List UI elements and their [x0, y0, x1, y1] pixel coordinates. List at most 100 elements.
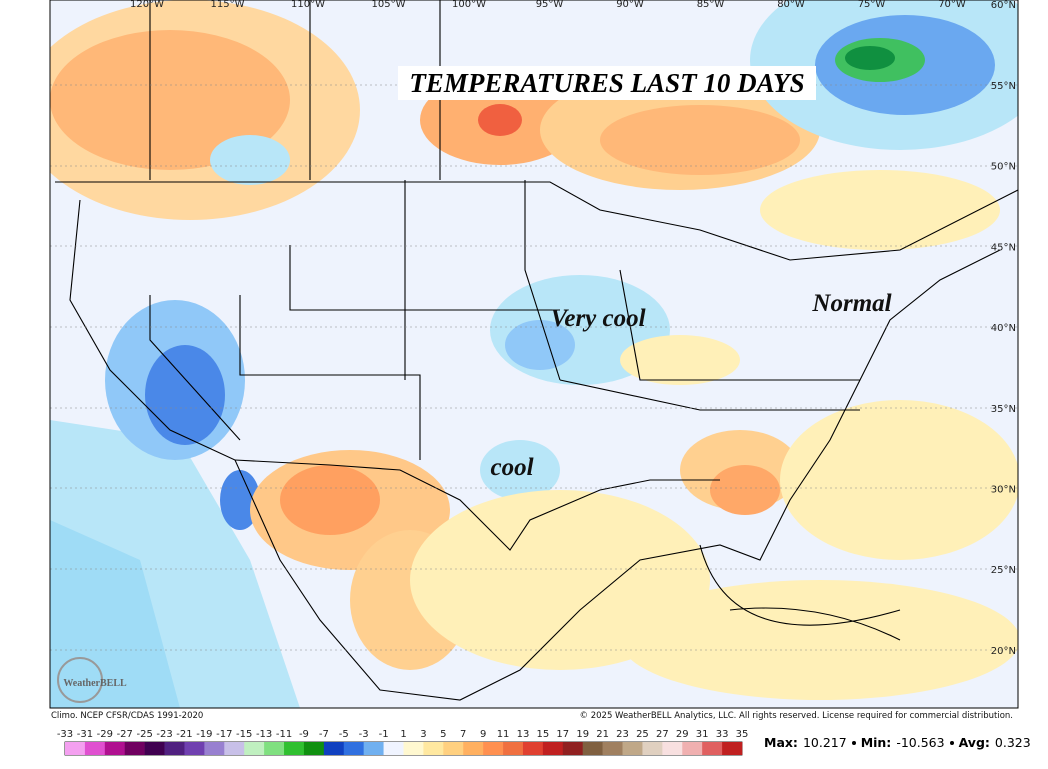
- colorbar-label: 17: [556, 729, 569, 740]
- longitude-label: 80°W: [777, 0, 805, 10]
- annotation: cool: [490, 454, 533, 481]
- longitude-label: 105°W: [372, 0, 406, 10]
- colorbar-swatch: [65, 742, 86, 755]
- colorbar-label: -19: [196, 729, 212, 740]
- latitude-label: 45°N: [991, 242, 1016, 253]
- logo: WeatherBELL: [63, 678, 127, 689]
- longitude-label: 100°W: [452, 0, 486, 10]
- colorbar-label: 15: [537, 729, 550, 740]
- colorbar-label: -7: [319, 729, 329, 740]
- colorbar-label: 31: [696, 729, 709, 740]
- colorbar-swatch: [164, 742, 185, 755]
- latitude-label: 50°N: [991, 162, 1016, 173]
- colorbar-swatch: [622, 742, 643, 755]
- climo-note: Climo. NCEP CFSR/CDAS 1991-2020: [51, 711, 203, 721]
- anomaly-field: [50, 0, 1018, 708]
- colorbar-swatch: [284, 742, 305, 755]
- colorbar-label: 11: [497, 729, 510, 740]
- colorbar-label: 35: [736, 729, 749, 740]
- colorbar-label: -27: [117, 729, 133, 740]
- colorbar-label: -9: [299, 729, 309, 740]
- latitude-label: 30°N: [991, 485, 1016, 496]
- colorbar-swatch: [204, 742, 225, 755]
- colorbar-label: -33: [57, 729, 73, 740]
- colorbar-label: 21: [596, 729, 609, 740]
- colorbar-swatch: [562, 742, 584, 755]
- colorbar-swatch: [522, 742, 544, 755]
- stat-label: Min:: [860, 735, 892, 750]
- colorbar-swatch: [264, 742, 285, 755]
- stats: Max: 10.217 Min: -10.563 Avg: 0.323: [764, 735, 1031, 750]
- map-frame: [49, 0, 1019, 709]
- colorbar-swatch: [84, 742, 106, 755]
- longitude-label: 95°W: [536, 0, 564, 10]
- colorbar-label: -25: [136, 729, 152, 740]
- colorbar-swatch: [582, 742, 603, 755]
- colorbar-label: -23: [156, 729, 172, 740]
- colorbar-label: -21: [176, 729, 192, 740]
- colorbar-swatch: [224, 742, 245, 755]
- colorbar-label: 23: [616, 729, 629, 740]
- stat-label: Max:: [764, 735, 798, 750]
- colorbar-label: 5: [440, 729, 446, 740]
- colorbar-label: -11: [276, 729, 292, 740]
- colorbar-swatch: [403, 742, 424, 755]
- latitude-label: 40°N: [991, 323, 1016, 334]
- corner-label: 60°N: [991, 0, 1016, 11]
- longitude-label: 70°W: [938, 0, 966, 10]
- colorbar-label: -17: [216, 729, 232, 740]
- stat-value: -10.563: [896, 735, 945, 750]
- separator: [949, 740, 954, 745]
- longitude-label: 110°W: [291, 0, 325, 10]
- logo-swirl: [57, 657, 103, 703]
- colorbar-label: 25: [636, 729, 649, 740]
- colorbar-swatch: [503, 742, 524, 755]
- longitude-label: 75°W: [858, 0, 886, 10]
- colorbar-swatch: [542, 742, 564, 755]
- colorbar-label: 13: [517, 729, 530, 740]
- latitude-label: 35°N: [991, 404, 1016, 415]
- colorbar-swatch: [184, 742, 205, 755]
- map-title: TEMPERATURES LAST 10 DAYS: [409, 68, 804, 98]
- colorbar-swatch: [463, 742, 484, 755]
- graticule: [50, 84, 1018, 651]
- colorbar-swatch: [722, 742, 743, 755]
- longitude-label: 85°W: [697, 0, 725, 10]
- boundaries: [55, 0, 1019, 701]
- colorbar-swatch: [363, 742, 384, 755]
- colorbar-label: 33: [716, 729, 729, 740]
- colorbar-swatch: [383, 742, 404, 755]
- colorbar-swatch: [443, 742, 464, 755]
- colorbar-swatch: [483, 742, 504, 755]
- latitude-label: 55°N: [991, 81, 1016, 92]
- colorbar-label: 1: [400, 729, 406, 740]
- colorbar-swatch: [303, 742, 325, 755]
- colorbar-label: 19: [576, 729, 589, 740]
- longitude-label: 90°W: [616, 0, 644, 10]
- colorbar-label: -13: [256, 729, 272, 740]
- colorbar-swatch: [124, 742, 145, 755]
- colorbar-swatch: [602, 742, 623, 755]
- longitude-label: 120°W: [130, 0, 164, 10]
- colorbar-swatch: [662, 742, 683, 755]
- colorbar-swatch: [682, 742, 703, 755]
- colorbar-label: -31: [77, 729, 93, 740]
- colorbar-label: 3: [420, 729, 426, 740]
- stat-value: 0.323: [994, 735, 1031, 750]
- copyright: © 2025 WeatherBELL Analytics, LLC. All r…: [580, 711, 1013, 721]
- colorbar-label: 29: [676, 729, 689, 740]
- colorbar-label: 9: [480, 729, 486, 740]
- colorbar-label: -15: [236, 729, 252, 740]
- longitude-label: 115°W: [211, 0, 245, 10]
- colorbar-label: -5: [339, 729, 349, 740]
- colorbar-swatch: [702, 742, 723, 755]
- stat-value: 10.217: [802, 735, 847, 750]
- colorbar-swatch: [144, 742, 165, 755]
- colorbar-label: 27: [656, 729, 669, 740]
- colorbar-label: 7: [460, 729, 466, 740]
- colorbar-swatch: [343, 742, 364, 755]
- colorbar-label: -29: [97, 729, 113, 740]
- latitude-label: 25°N: [991, 565, 1016, 576]
